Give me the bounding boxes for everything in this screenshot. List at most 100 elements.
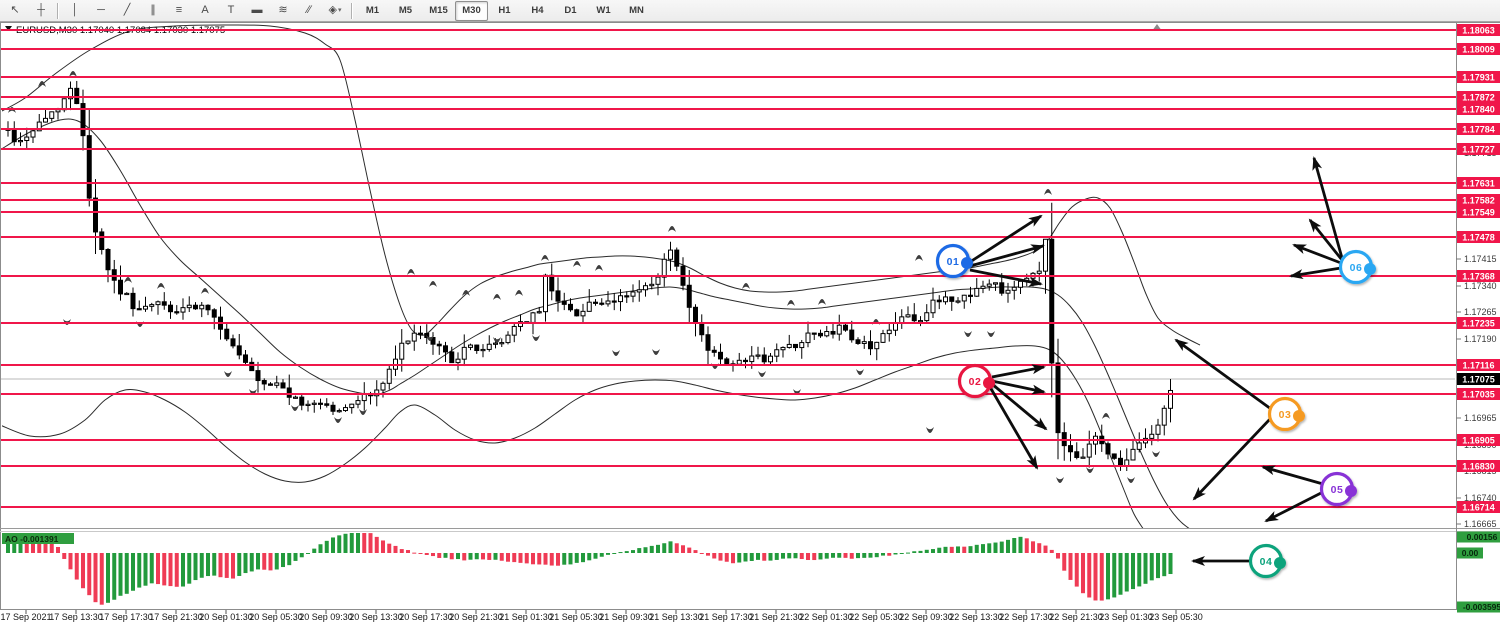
chart-collapse-icon[interactable] <box>5 26 12 31</box>
candle-body <box>74 87 80 105</box>
fractal-up-icon <box>818 299 826 305</box>
candle-body <box>1005 289 1011 294</box>
annotation-circle-04[interactable]: 04 <box>1248 543 1287 579</box>
candle-body <box>718 351 723 360</box>
ao-bar <box>487 553 492 560</box>
waves-tool-button[interactable]: ≋ <box>270 0 296 21</box>
ao-bar <box>143 553 148 586</box>
timeframe-button-m1[interactable]: M1 <box>365 5 380 16</box>
price-level-badge <box>1457 91 1500 103</box>
candle-body <box>530 312 536 323</box>
ao-bar <box>931 549 935 553</box>
dropdown-caret-icon: ▾ <box>337 7 342 14</box>
timeframe-button-m15[interactable]: M15 <box>429 5 448 16</box>
annotation-circle-01[interactable]: 01 <box>935 243 974 279</box>
time-axis-label: 21 Sep 01:30 <box>499 612 553 622</box>
candle-body <box>893 322 898 331</box>
ao-bar <box>418 553 423 554</box>
ao-axis-badge-text: 0.00156 <box>1467 532 1498 542</box>
candle-body <box>224 328 230 340</box>
time-axis-label: 17 Sep 17:30 <box>99 612 153 622</box>
candle-body <box>943 296 948 303</box>
candle-body <box>1074 451 1080 458</box>
price-level-badge <box>1457 231 1500 243</box>
fractal-down-icon <box>987 331 995 337</box>
crosshair-tool-button[interactable]: ┼ <box>28 0 54 21</box>
timeframe-button-m5[interactable]: M5 <box>398 5 413 16</box>
timeframe-button-h1[interactable]: H1 <box>498 5 511 16</box>
timeframe-button-m30[interactable]: M30 <box>455 0 488 21</box>
fractal-down-icon <box>926 427 934 433</box>
annotation-circle-05[interactable]: 05 <box>1319 471 1358 507</box>
waves-tool-icon: ≋ <box>278 4 288 16</box>
candle-body <box>649 283 655 287</box>
text-tool-button[interactable]: A <box>192 0 218 21</box>
channel-tool-button[interactable]: ∥ <box>140 0 166 21</box>
ao-bar <box>1162 553 1167 577</box>
candle-body <box>999 282 1005 294</box>
ao-bar <box>99 553 104 605</box>
rectangle-tool-button[interactable]: ▬ <box>244 0 270 21</box>
channel-tool-icon: ∥ <box>150 4 156 16</box>
candle-body <box>605 300 611 305</box>
label-tool-button[interactable]: T <box>218 0 244 21</box>
annotation-arrow[interactable] <box>1292 243 1342 265</box>
ao-bar <box>349 533 354 553</box>
price-axis-tick-label: 1.16740 <box>1464 493 1497 503</box>
annotation-circle-02[interactable]: 02 <box>957 363 996 399</box>
ao-bar <box>474 553 479 560</box>
annotation-arrow[interactable] <box>1264 490 1324 523</box>
ao-bar <box>106 553 110 603</box>
fractal-up-icon <box>201 288 209 294</box>
rectangle-tool-icon: ▬ <box>251 4 263 16</box>
timeframe-button-d1[interactable]: D1 <box>564 5 577 16</box>
timeframe-button-mn[interactable]: MN <box>629 5 644 16</box>
arrows-tool-button[interactable]: ◈ ▾ <box>322 0 348 21</box>
candle-body <box>424 332 430 339</box>
annotation-circle-03[interactable]: 03 <box>1267 396 1306 432</box>
candle-body <box>911 314 917 322</box>
ao-bar <box>1118 553 1123 595</box>
annotation-circle-06[interactable]: 06 <box>1338 249 1377 285</box>
annotation-arrow[interactable] <box>1192 417 1273 501</box>
annotation-arrow[interactable] <box>1289 266 1342 280</box>
price-level-badge-text: 1.17235 <box>1462 319 1495 329</box>
horizontal-line-tool-button[interactable]: ─ <box>88 0 114 21</box>
ao-bar <box>231 553 235 579</box>
candle-body <box>880 333 886 343</box>
cursor-tool-button[interactable]: ↖ <box>2 0 28 21</box>
annotation-arrow[interactable] <box>1308 218 1344 261</box>
annotation-arrow[interactable] <box>991 379 1046 395</box>
ao-bar <box>1131 553 1135 590</box>
candle-body <box>899 316 905 324</box>
ao-bar <box>693 550 698 553</box>
annotation-arrow[interactable] <box>1174 338 1272 411</box>
vertical-line-tool-button[interactable]: │ <box>62 0 88 21</box>
ao-bar <box>1124 553 1129 592</box>
annotation-arrow[interactable] <box>1312 156 1344 259</box>
parallel-lines-tool-button[interactable]: ∕∕ <box>296 0 322 21</box>
ao-bar <box>631 550 635 553</box>
annotation-arrow[interactable] <box>969 214 1043 264</box>
price-level-badge <box>1457 206 1500 218</box>
annotation-arrow[interactable] <box>988 386 1039 470</box>
candle-body <box>724 358 730 365</box>
annotation-arrow[interactable] <box>969 268 1043 287</box>
trendline-tool-button[interactable]: ╱ <box>114 0 140 21</box>
timeframe-button-h4[interactable]: H4 <box>531 5 544 16</box>
annotation-arrow[interactable] <box>1261 465 1324 486</box>
ao-bar <box>1112 553 1117 598</box>
fractal-down-icon <box>758 371 766 377</box>
annotation-arrow[interactable] <box>991 382 1048 431</box>
price-level-badge <box>1457 24 1500 36</box>
price-level-badge <box>1457 123 1500 135</box>
annotation-arrow[interactable] <box>991 364 1046 379</box>
fibonacci-tool-button[interactable]: ≡ <box>166 0 192 21</box>
annotation-arrow[interactable] <box>969 244 1045 268</box>
fractal-down-icon <box>612 350 620 356</box>
candle-body <box>824 330 830 337</box>
timeframe-button-w1[interactable]: W1 <box>596 5 611 16</box>
ao-bar <box>518 553 523 563</box>
fractal-up-icon <box>407 269 415 275</box>
